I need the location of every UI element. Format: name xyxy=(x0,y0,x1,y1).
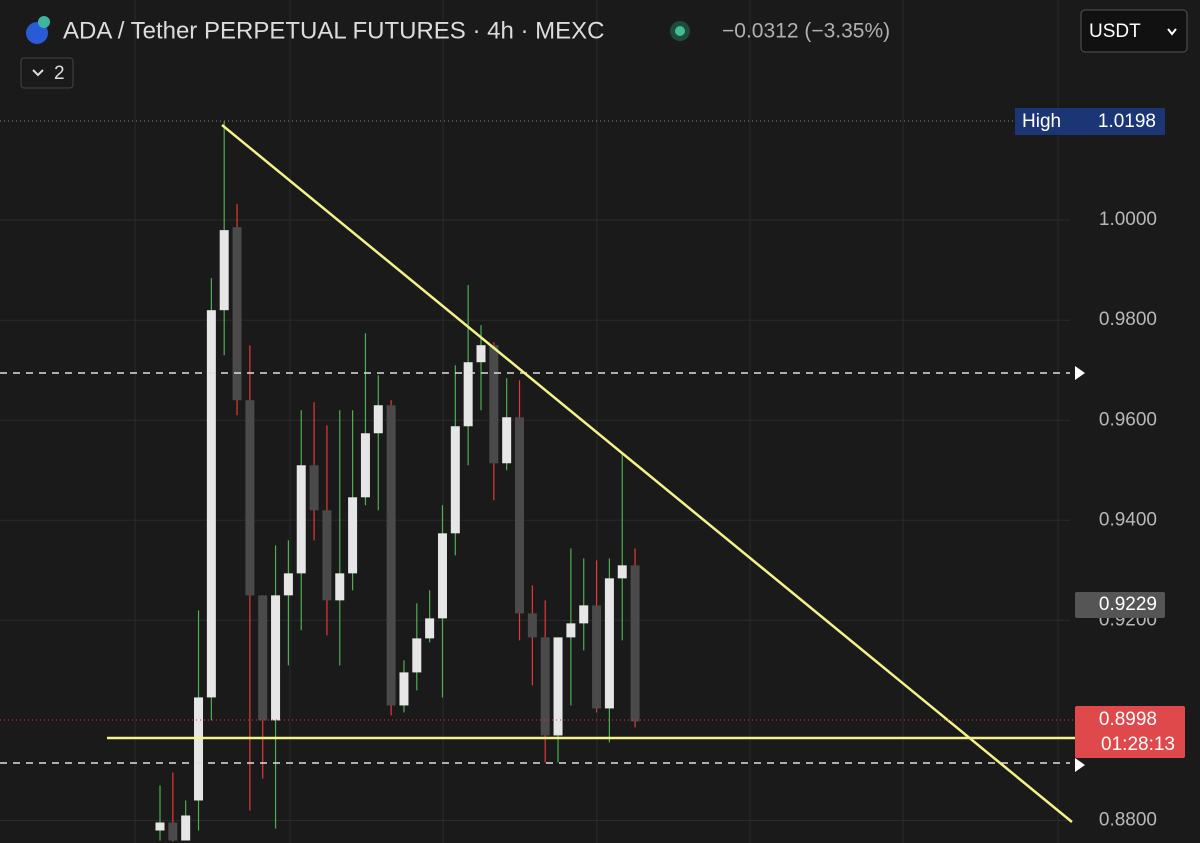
currency[interactable]: USDT xyxy=(1089,21,1141,42)
candle-body xyxy=(348,497,358,574)
indicators-toggle[interactable] xyxy=(20,57,74,89)
indicator-value: 0.9229 xyxy=(1099,594,1157,615)
candle-body xyxy=(206,310,216,698)
candle-body xyxy=(527,613,537,638)
candle-body xyxy=(309,465,319,511)
candle-body xyxy=(271,595,281,721)
high-label-box xyxy=(1015,108,1165,135)
candle-body xyxy=(604,578,614,709)
last-price-box xyxy=(1075,706,1185,758)
last-price: 0.8998 xyxy=(1099,709,1157,730)
candle-body xyxy=(399,672,409,706)
price-change: −0.0312 (−3.35%) xyxy=(722,20,890,43)
candle-body xyxy=(194,697,204,801)
candle-body xyxy=(296,465,306,574)
candle-body xyxy=(566,623,576,638)
candle-body xyxy=(450,426,460,534)
candle-body xyxy=(168,822,178,841)
candle-body xyxy=(232,227,242,401)
toggle-chevron[interactable] xyxy=(32,69,44,77)
candle-body xyxy=(425,618,435,639)
candle-body xyxy=(553,637,563,736)
candle-body xyxy=(155,822,165,831)
high-value: 1.0198 xyxy=(1098,111,1156,132)
countdown: 01:28:13 xyxy=(1101,734,1175,755)
title: ADA / Tether PERPETUAL FUTURES · 4h · ME… xyxy=(63,17,604,44)
status-dot xyxy=(675,26,685,36)
candle-body xyxy=(283,573,293,596)
candle-body xyxy=(181,815,191,841)
y-tick-label: 1.0000 xyxy=(1099,209,1157,230)
level-arrow xyxy=(1075,366,1085,380)
indicator-count[interactable]: 2 xyxy=(54,63,65,84)
candle-body xyxy=(258,595,268,721)
candle-body xyxy=(592,605,602,709)
y-tick-label: 0.8800 xyxy=(1099,810,1157,831)
y-tick-label: 0.9800 xyxy=(1099,309,1157,330)
vertical-grid xyxy=(134,0,1059,843)
candle-body xyxy=(335,573,345,601)
candle-body xyxy=(219,230,229,311)
horizontal-grid xyxy=(0,219,1070,821)
candles xyxy=(155,121,640,842)
y-tick-label: 0.9600 xyxy=(1099,409,1157,430)
candle-body xyxy=(322,510,332,601)
candle-body xyxy=(540,637,550,736)
candle-body xyxy=(373,405,383,434)
candle-body xyxy=(489,345,499,464)
candle-body xyxy=(360,433,370,498)
price-labels: High 1.0198 0.9229 0.8998 01:28:13 xyxy=(1015,108,1185,758)
candle-body xyxy=(515,417,525,614)
candle-body xyxy=(437,533,447,619)
candle-body xyxy=(245,400,255,596)
currency-select[interactable] xyxy=(1080,9,1188,53)
drawings xyxy=(0,120,1085,823)
candle-body xyxy=(412,638,422,673)
level-arrow xyxy=(1075,758,1085,772)
candle-body xyxy=(579,605,589,624)
resistance-trendline xyxy=(221,124,1073,823)
candle-body xyxy=(463,362,473,427)
candle-body xyxy=(386,405,396,706)
exchange-icon xyxy=(38,16,50,28)
dropdown-chevron[interactable] xyxy=(1167,28,1177,36)
high-label: High xyxy=(1022,111,1061,132)
candle-body xyxy=(476,345,486,363)
candle-body xyxy=(502,417,512,464)
candle-body xyxy=(630,565,640,722)
indicator-box xyxy=(1075,592,1165,618)
header: ADA / Tether PERPETUAL FUTURES · 4h · ME… xyxy=(20,9,1188,89)
candle-body xyxy=(617,565,627,579)
y-tick-label: 0.9400 xyxy=(1099,509,1157,530)
